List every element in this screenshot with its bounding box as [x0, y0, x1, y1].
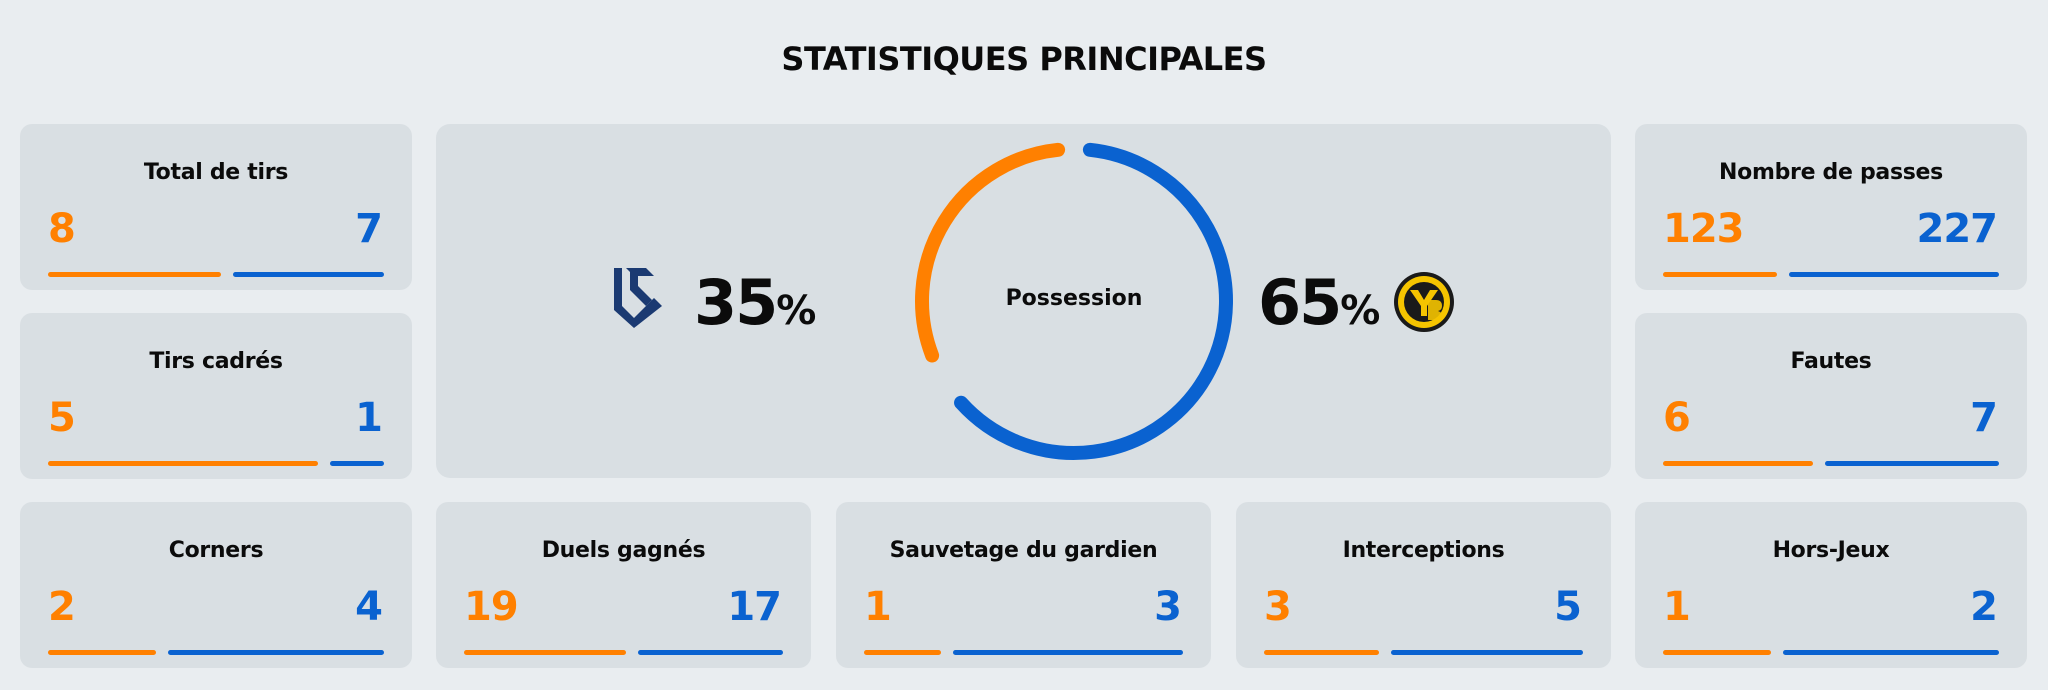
- away-value: 7: [355, 206, 383, 252]
- stat-label: Hors-Jeux: [1772, 538, 1890, 563]
- home-value: 123: [1663, 206, 1744, 252]
- away-possession-number: 65: [1258, 266, 1342, 339]
- away-value: 17: [727, 584, 782, 630]
- stat-card-duels-won: Duels gagnés 19 17: [436, 502, 811, 668]
- away-bar: [1391, 650, 1583, 655]
- away-bar: [232, 272, 384, 277]
- young-boys-logo: [1392, 270, 1456, 334]
- stat-card-shots-on-target: Tirs cadrés 5 1: [20, 313, 412, 479]
- stat-bars: [464, 650, 783, 655]
- home-bar: [1264, 650, 1380, 655]
- stat-label: Nombre de passes: [1719, 160, 1943, 185]
- stat-label: Corners: [168, 538, 264, 563]
- away-possession-arc: [954, 142, 1233, 460]
- home-bar: [864, 650, 941, 655]
- possession-card: 35% Possession 65%: [436, 124, 1611, 478]
- lausanne-sport-logo: [608, 266, 664, 330]
- stat-bars: [1663, 272, 1999, 277]
- stat-bars: [864, 650, 1183, 655]
- away-bar: [168, 650, 384, 655]
- home-bar: [48, 650, 156, 655]
- away-value: 4: [355, 584, 383, 630]
- home-bar: [48, 272, 221, 277]
- possession-donut: [915, 142, 1233, 460]
- away-bar: [1783, 650, 1999, 655]
- away-value: 3: [1154, 584, 1182, 630]
- away-value: 1: [355, 395, 383, 441]
- away-value: 227: [1916, 206, 1998, 252]
- stat-bars: [48, 461, 384, 466]
- stat-bars: [48, 272, 384, 277]
- away-bar: [638, 650, 783, 655]
- stat-card-total-shots: Total de tirs 8 7: [20, 124, 412, 290]
- away-possession-value: 65%: [1258, 266, 1380, 339]
- away-value: 2: [1970, 584, 1998, 630]
- stat-bars: [48, 650, 384, 655]
- home-value: 3: [1264, 584, 1292, 630]
- stat-label: Sauvetage du gardien: [889, 538, 1158, 563]
- stat-bars: [1663, 461, 1999, 466]
- home-bar: [1663, 650, 1771, 655]
- home-value: 2: [48, 584, 76, 630]
- home-possession-arc: [915, 142, 1066, 363]
- possession-label: Possession: [1005, 286, 1143, 311]
- away-value: 5: [1554, 584, 1582, 630]
- percent-sign: %: [1340, 288, 1381, 334]
- lausanne-sport-logo-icon: [614, 268, 662, 328]
- page-title: STATISTIQUES PRINCIPALES: [781, 40, 1267, 78]
- home-value: 8: [48, 206, 76, 252]
- stat-card-goalkeeper-saves: Sauvetage du gardien 1 3: [836, 502, 1211, 668]
- away-bar: [1824, 461, 1999, 466]
- stat-label: Tirs cadrés: [149, 349, 283, 374]
- home-value: 19: [464, 584, 519, 630]
- young-boys-logo-icon: [1394, 272, 1454, 332]
- away-value: 7: [1970, 395, 1998, 441]
- home-bar: [48, 461, 318, 466]
- home-possession-value: 35%: [694, 266, 816, 339]
- home-bar: [1663, 461, 1813, 466]
- home-value: 6: [1663, 395, 1691, 441]
- stat-bars: [1663, 650, 1999, 655]
- stat-card-offsides: Hors-Jeux 1 2: [1635, 502, 2027, 668]
- away-bar: [329, 461, 384, 466]
- stat-card-passes: Nombre de passes 123 227: [1635, 124, 2027, 290]
- percent-sign: %: [776, 288, 817, 334]
- stat-card-corners: Corners 2 4: [20, 502, 412, 668]
- home-value: 1: [864, 584, 892, 630]
- away-bar: [1788, 272, 1999, 277]
- stat-bars: [1264, 650, 1583, 655]
- home-bar: [464, 650, 627, 655]
- home-bar: [1663, 272, 1777, 277]
- stat-card-interceptions: Interceptions 3 5: [1236, 502, 1611, 668]
- stat-label: Fautes: [1790, 349, 1872, 374]
- home-value: 5: [48, 395, 76, 441]
- stat-label: Total de tirs: [143, 160, 289, 185]
- stat-card-fouls: Fautes 6 7: [1635, 313, 2027, 479]
- home-possession-number: 35: [694, 266, 778, 339]
- away-bar: [952, 650, 1183, 655]
- stat-label: Interceptions: [1342, 538, 1505, 563]
- home-value: 1: [1663, 584, 1691, 630]
- stat-label: Duels gagnés: [541, 538, 706, 563]
